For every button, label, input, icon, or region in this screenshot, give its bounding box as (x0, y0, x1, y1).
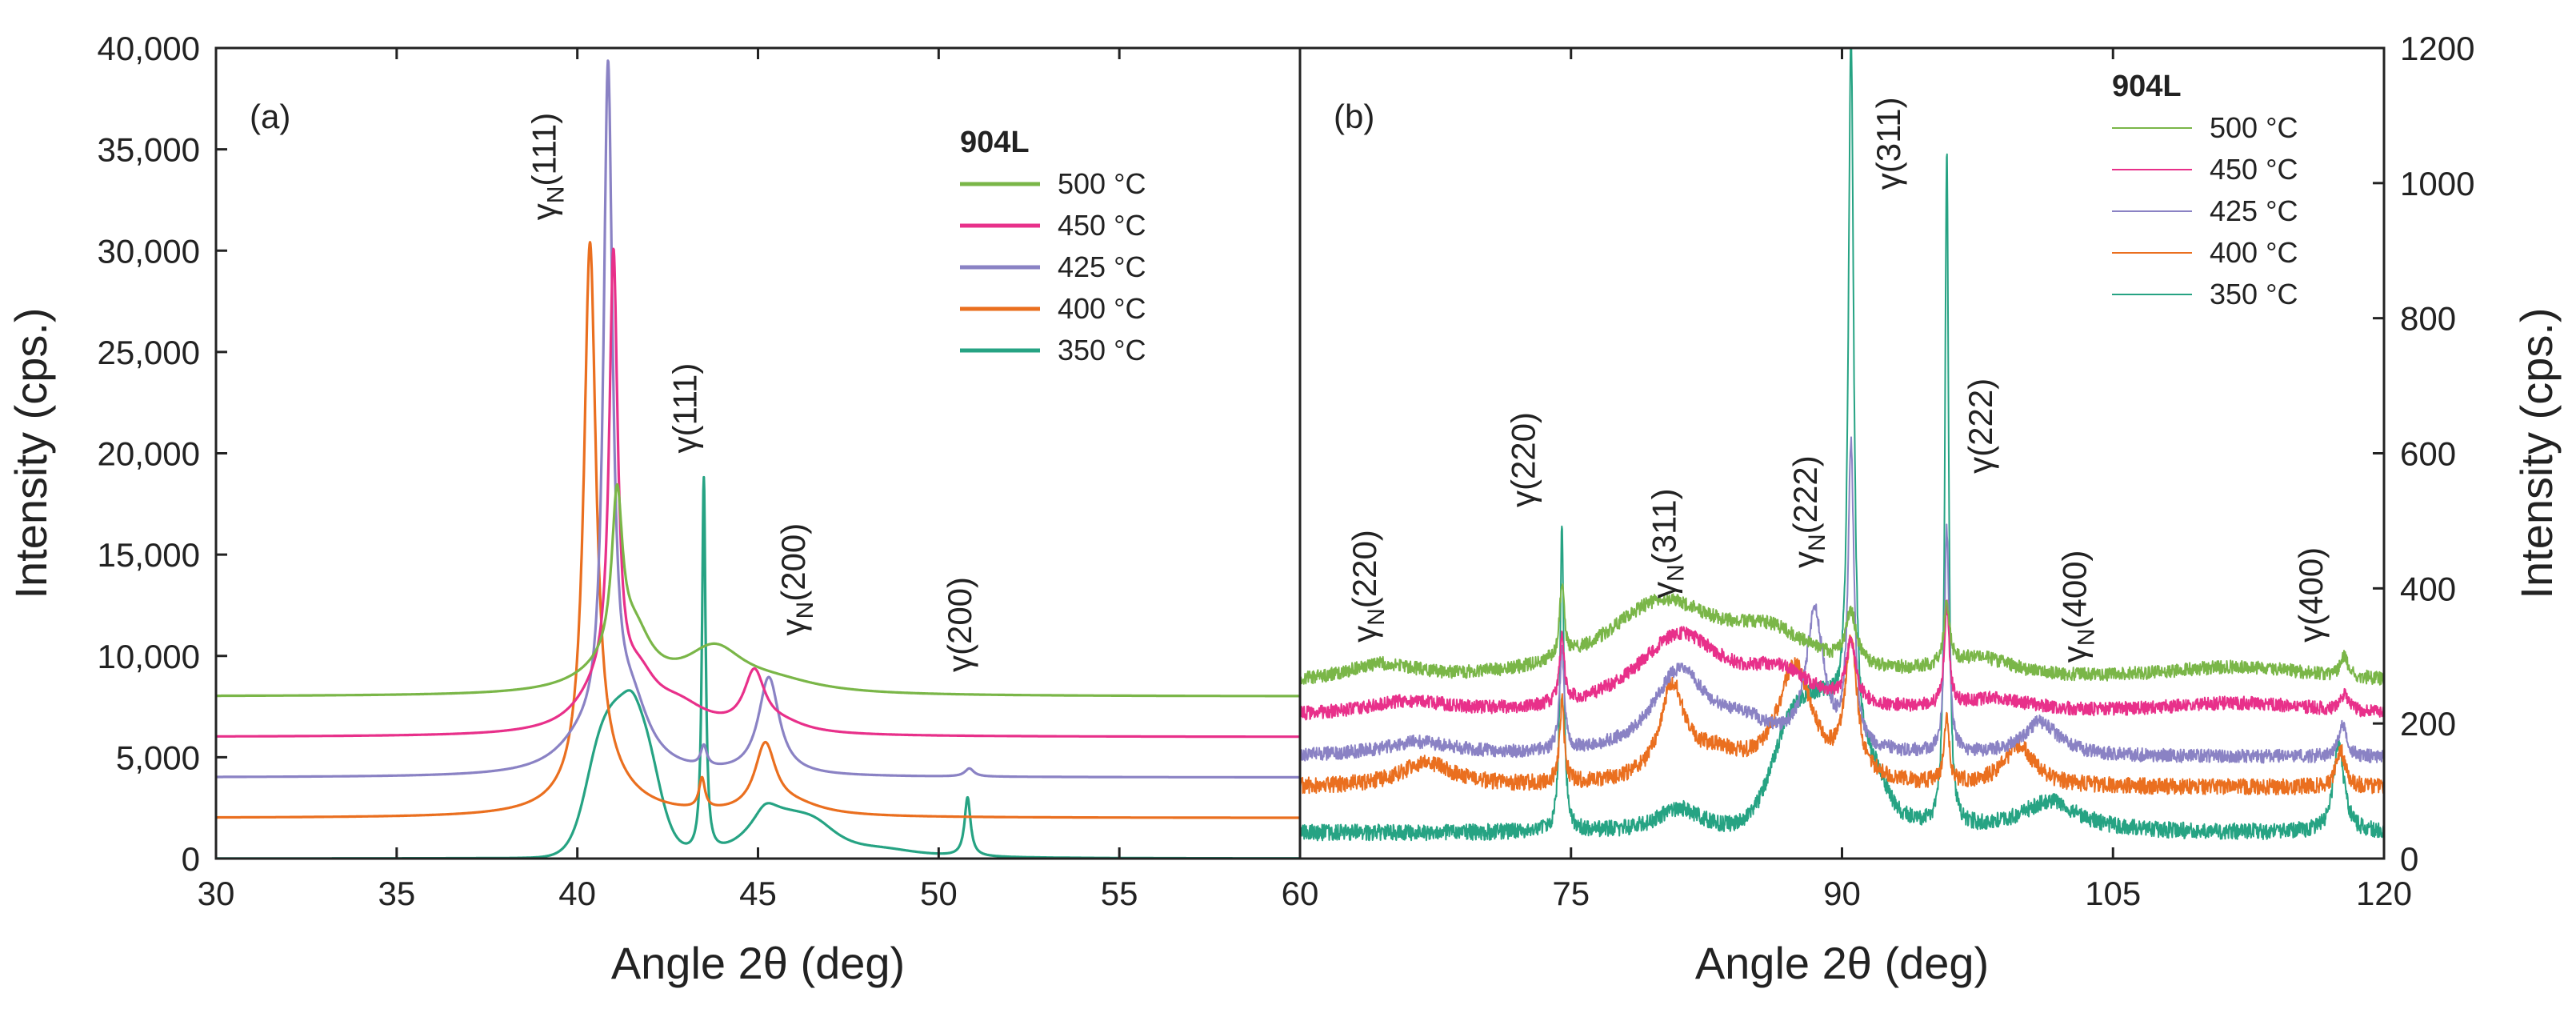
peak-label: γN(400) (2055, 550, 2099, 663)
x-axis-title: Angle 2θ (deg) (1695, 938, 1989, 988)
series-line-425c (216, 59, 1300, 779)
x-tick-label: 60 (1282, 875, 1319, 912)
peak-label: γN(220) (1346, 530, 1390, 643)
y-tick-label: 5,000 (116, 739, 200, 776)
legend-label: 400 °C (1058, 292, 1146, 325)
legend-label: 450 °C (1058, 209, 1146, 242)
series-line-450c (1300, 599, 2384, 721)
y-tick-label: 10,000 (98, 638, 200, 675)
y-tick-label: 35,000 (98, 131, 200, 169)
legend-label: 425 °C (1058, 250, 1146, 283)
x-tick-label: 40 (558, 875, 596, 912)
legend-label: 400 °C (2210, 236, 2298, 269)
x-tick-label: 35 (378, 875, 415, 912)
x-tick-label: 75 (1552, 875, 1590, 912)
legend: 904L 500 °C 450 °C 425 °C 400 °C 350 °C (2112, 70, 2298, 310)
peak-label: γ(200) (941, 577, 978, 672)
series-line-400c (1300, 634, 2384, 796)
legend-title: 904L (960, 126, 1030, 159)
peak-label: γ(400) (2292, 547, 2330, 643)
x-tick-label: 90 (1823, 875, 1861, 912)
series-line-450c (216, 247, 1300, 739)
series-line-400c (216, 241, 1300, 819)
peak-label: γ(220) (1505, 412, 1542, 507)
legend-label: 450 °C (2210, 153, 2298, 186)
panel-label: (a) (250, 98, 290, 135)
panel-a: 30 35 40 45 50 55 60 0 5,000 10,000 15,000 20,000 25… (6, 30, 1318, 988)
x-tick-label: 45 (739, 875, 777, 912)
legend: 904L 500 °C 450 °C 425 °C 400 °C 350 °C (960, 126, 1146, 366)
y-tick-label: 600 (2400, 435, 2456, 473)
legend-title: 904L (2112, 70, 2182, 103)
y-tick-label: 30,000 (98, 232, 200, 270)
peak-label: γ(111) (666, 363, 704, 454)
y-axis-title: Intensity (cps.) (6, 307, 56, 599)
peak-label: γN(200) (774, 523, 818, 636)
x-tick-label: 50 (920, 875, 958, 912)
peak-label: γ(222) (1962, 378, 1999, 474)
legend-label: 350 °C (2210, 278, 2298, 310)
x-axis-title: Angle 2θ (deg) (611, 938, 905, 988)
peak-label: γN(222) (1786, 455, 1830, 568)
series-line-500c (1300, 583, 2384, 686)
y-tick-label: 25,000 (98, 334, 200, 371)
series-group (1300, 48, 2384, 842)
y-tick-label: 1000 (2400, 165, 2474, 202)
y-tick-label: 0 (2400, 840, 2418, 878)
legend-label: 350 °C (1058, 334, 1146, 366)
panel-b: 75 90 105 1200 200 400 600 800 1000 1200 Angle 2θ … (1298, 30, 2562, 988)
y-tick-label: 40,000 (98, 30, 200, 67)
legend-label: 500 °C (1058, 167, 1146, 200)
peak-label: γN(111) (526, 113, 570, 221)
x-tick-label: 120 (2356, 875, 2412, 912)
legend-label: 500 °C (2210, 111, 2298, 144)
panel-label: (b) (1334, 98, 1374, 135)
x-tick-label: 105 (2085, 875, 2141, 912)
peak-label: γ(311) (1870, 97, 1907, 190)
y-tick-label: 1200 (2400, 30, 2474, 67)
y-tick-label: 400 (2400, 570, 2456, 607)
y-tick-label: 800 (2400, 300, 2456, 338)
y-tick-label: 15,000 (98, 536, 200, 574)
y-tick-label: 20,000 (98, 435, 200, 473)
y-axis-title: Intensity (cps.) (2511, 307, 2562, 599)
series-line-425c (1300, 436, 2384, 764)
series-line-500c (216, 482, 1300, 698)
y-tick-label: 0 (182, 840, 200, 878)
peak-label: γN(311) (1646, 488, 1690, 599)
y-tick-label: 200 (2400, 705, 2456, 743)
series-line-350c (1300, 48, 2384, 842)
legend-label: 425 °C (2210, 194, 2298, 227)
x-tick-label: 30 (198, 875, 235, 912)
x-tick-label: 55 (1101, 875, 1138, 912)
